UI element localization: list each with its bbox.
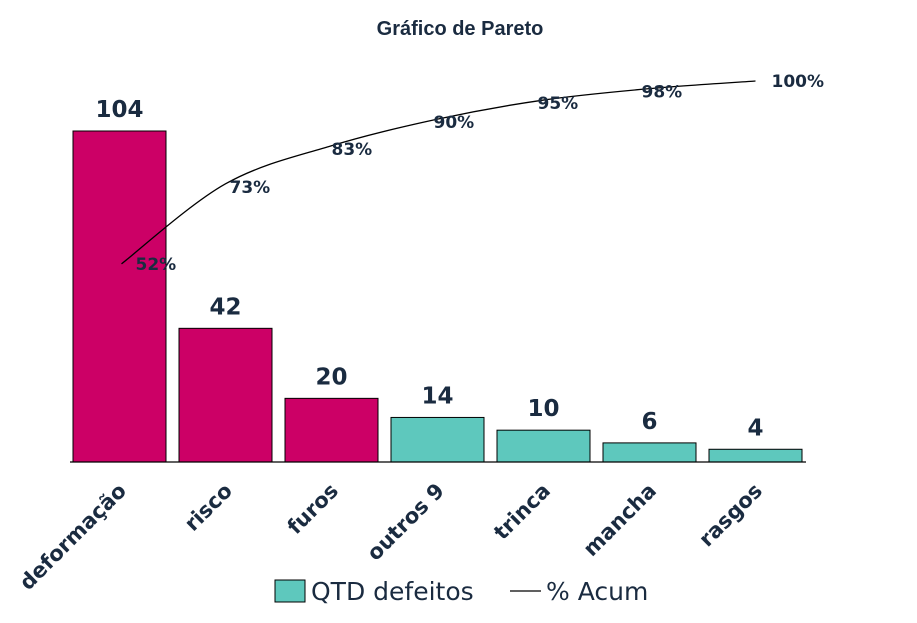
cumulative-label-5: 98%	[642, 83, 683, 103]
bar-value-label-6: 4	[747, 415, 763, 441]
category-label-3: outros 9	[362, 479, 449, 566]
legend-label-qtd: QTD defeitos	[311, 577, 474, 606]
category-label-5: mancha	[579, 479, 661, 561]
cumulative-label-6: 100%	[772, 72, 825, 92]
cumulative-label-0: 52%	[136, 255, 177, 275]
legend-swatch-qtd	[274, 579, 306, 603]
bar-3	[390, 416, 485, 463]
bar-2	[284, 397, 379, 463]
bar-5	[602, 442, 697, 463]
bar-value-label-0: 104	[95, 97, 143, 123]
bar-0	[72, 130, 167, 463]
bar-6	[708, 448, 803, 463]
bar-value-label-4: 10	[527, 396, 559, 422]
legend: QTD defeitos % Acum	[274, 577, 648, 606]
category-label-1: risco	[180, 479, 237, 536]
chart-title: Gráfico de Pareto	[377, 18, 544, 40]
cumulative-line	[121, 80, 756, 265]
category-label-2: furos	[283, 479, 343, 539]
bar-value-label-3: 14	[421, 383, 453, 409]
category-label-6: rasgos	[694, 479, 767, 552]
legend-label-acum: % Acum	[546, 577, 648, 606]
cumulative-label-2: 83%	[332, 140, 373, 160]
category-label-0: deformação	[15, 479, 131, 595]
bar-value-label-2: 20	[315, 364, 347, 390]
cumulative-label-1: 73%	[230, 178, 271, 198]
bar-value-label-1: 42	[209, 294, 241, 320]
cumulative-line-group: 52% 73% 83% 90% 95% 98% 100%	[121, 72, 825, 275]
cumulative-label-4: 95%	[538, 94, 579, 114]
bar-1	[178, 327, 273, 463]
bar-4	[496, 429, 591, 463]
category-label-4: trinca	[489, 479, 555, 545]
bars-group: 104 42 20 14 10 6 4	[72, 97, 803, 463]
cumulative-label-3: 90%	[434, 113, 475, 133]
bar-value-label-5: 6	[641, 409, 657, 435]
